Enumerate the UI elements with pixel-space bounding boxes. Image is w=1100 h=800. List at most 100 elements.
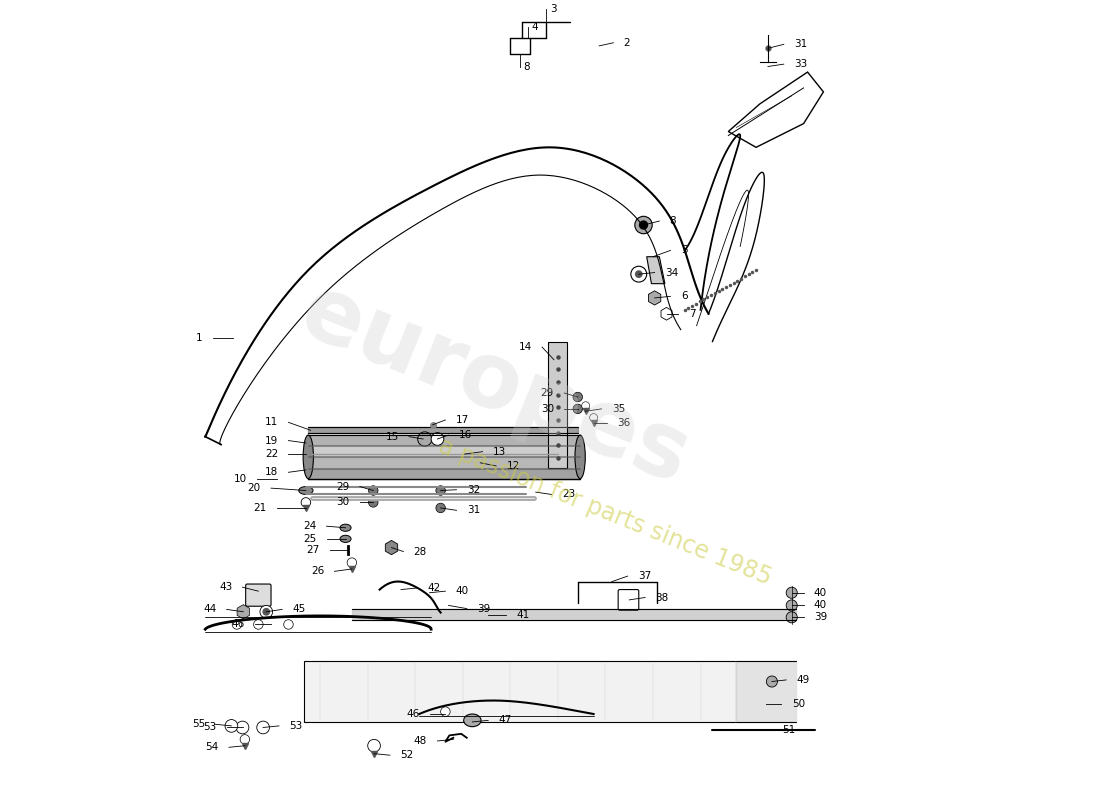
Text: 2: 2 (624, 38, 630, 48)
Text: 7: 7 (689, 309, 695, 318)
Circle shape (573, 404, 583, 414)
Ellipse shape (299, 486, 314, 494)
Text: 24: 24 (302, 521, 316, 531)
Text: 50: 50 (792, 698, 805, 709)
Text: 16: 16 (459, 430, 472, 440)
Ellipse shape (575, 435, 585, 478)
Text: 46: 46 (406, 709, 419, 719)
Text: 17: 17 (455, 415, 469, 425)
Circle shape (767, 676, 778, 687)
Text: 23: 23 (562, 490, 575, 499)
Text: 39: 39 (814, 612, 827, 622)
Text: 14: 14 (518, 342, 531, 352)
Text: 47: 47 (498, 715, 512, 726)
Circle shape (630, 266, 647, 282)
Circle shape (226, 719, 238, 732)
Circle shape (786, 587, 798, 598)
Text: 53: 53 (289, 721, 302, 731)
Circle shape (636, 271, 642, 278)
Text: 54: 54 (206, 742, 219, 752)
Text: 46: 46 (232, 619, 245, 630)
Circle shape (232, 620, 242, 630)
Circle shape (573, 392, 583, 402)
Text: 38: 38 (656, 593, 669, 602)
Text: 35: 35 (612, 404, 625, 414)
Circle shape (786, 612, 798, 623)
Text: 31: 31 (794, 39, 807, 50)
Text: 45: 45 (293, 604, 306, 614)
Text: 36: 36 (617, 418, 630, 428)
Circle shape (236, 721, 249, 734)
Text: 30: 30 (541, 404, 554, 414)
Text: 18: 18 (265, 467, 278, 478)
Text: 51: 51 (782, 725, 795, 735)
Ellipse shape (463, 714, 481, 726)
Text: 52: 52 (400, 750, 414, 760)
Text: 37: 37 (638, 571, 651, 581)
Text: 13: 13 (493, 446, 506, 457)
Text: 6: 6 (681, 291, 688, 302)
Text: 27: 27 (306, 545, 319, 555)
Text: 19: 19 (265, 435, 278, 446)
Ellipse shape (340, 524, 351, 531)
Circle shape (368, 498, 378, 507)
Text: 12: 12 (506, 461, 519, 471)
Circle shape (436, 486, 446, 495)
Text: 29: 29 (337, 482, 350, 491)
Circle shape (431, 433, 443, 446)
Circle shape (284, 620, 294, 630)
Text: 34: 34 (664, 267, 679, 278)
Text: 49: 49 (796, 675, 810, 685)
Circle shape (256, 721, 270, 734)
Circle shape (301, 498, 310, 507)
FancyBboxPatch shape (245, 584, 271, 606)
Circle shape (590, 414, 597, 422)
Text: 33: 33 (794, 59, 807, 69)
Text: 30: 30 (337, 498, 350, 507)
Circle shape (436, 503, 446, 513)
Text: 3: 3 (550, 4, 557, 14)
Text: 44: 44 (204, 604, 217, 614)
Text: 42: 42 (427, 583, 440, 593)
Text: europes: europes (287, 267, 702, 503)
Circle shape (367, 739, 381, 752)
Polygon shape (549, 342, 568, 468)
Circle shape (263, 609, 270, 615)
Text: 15: 15 (385, 432, 398, 442)
FancyBboxPatch shape (618, 590, 639, 610)
Text: 40: 40 (455, 586, 469, 596)
Text: 40: 40 (814, 588, 827, 598)
Text: 53: 53 (204, 722, 217, 733)
Circle shape (368, 486, 378, 495)
Text: 31: 31 (466, 506, 480, 515)
Text: 5: 5 (681, 246, 688, 255)
Circle shape (348, 558, 356, 567)
Text: 22: 22 (265, 449, 278, 459)
Ellipse shape (304, 435, 313, 478)
Text: 8: 8 (524, 62, 530, 71)
Text: a passion for parts since 1985: a passion for parts since 1985 (436, 434, 776, 590)
Circle shape (240, 734, 250, 744)
Polygon shape (647, 257, 664, 284)
Text: 32: 32 (466, 485, 480, 494)
Text: 43: 43 (219, 582, 232, 592)
Polygon shape (728, 72, 824, 147)
Text: 55: 55 (192, 719, 206, 730)
Text: 8: 8 (670, 216, 676, 226)
Text: 26: 26 (311, 566, 324, 576)
Text: 4: 4 (531, 22, 538, 32)
Circle shape (639, 221, 648, 229)
Circle shape (635, 216, 652, 234)
Circle shape (260, 606, 273, 618)
Circle shape (786, 600, 798, 611)
Circle shape (441, 707, 450, 716)
Text: 11: 11 (265, 418, 278, 427)
Text: 40: 40 (814, 601, 827, 610)
Polygon shape (305, 661, 736, 722)
Text: 41: 41 (517, 610, 530, 620)
Text: 25: 25 (302, 534, 316, 544)
Circle shape (418, 432, 432, 446)
Circle shape (582, 402, 590, 410)
Ellipse shape (340, 535, 351, 542)
Text: 1: 1 (196, 333, 202, 342)
